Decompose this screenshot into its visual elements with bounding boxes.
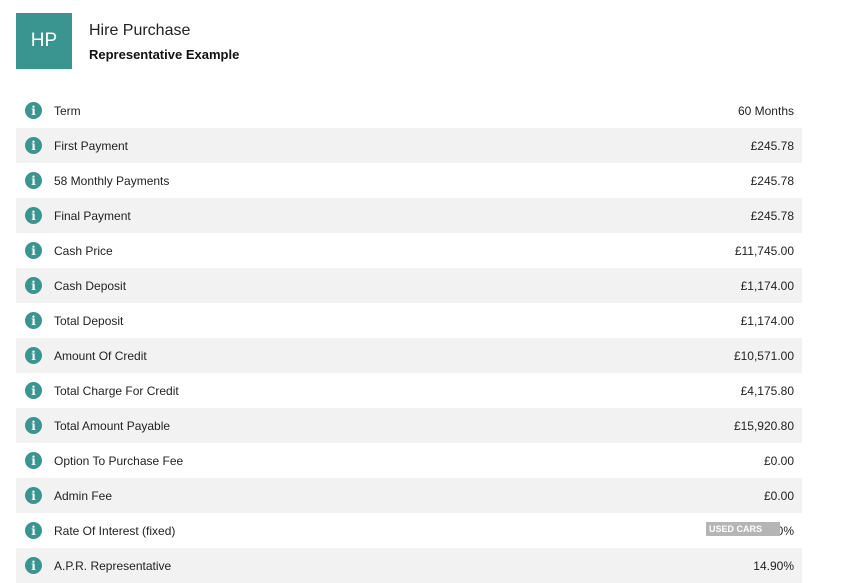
row-label: Option To Purchase Fee bbox=[54, 453, 184, 468]
page-title: Hire Purchase bbox=[89, 22, 191, 39]
row-value: £15,920.80 bbox=[733, 418, 794, 433]
row-value: £1,174.00 bbox=[740, 278, 794, 293]
info-icon[interactable]: i bbox=[25, 102, 42, 119]
row-value: 60 Months bbox=[737, 103, 794, 118]
watermark: USED CARS bbox=[706, 522, 780, 536]
row-value: £0.00 bbox=[763, 453, 794, 468]
table-row: i Admin Fee £0.00 bbox=[16, 478, 802, 513]
table-row: i A.P.R. Representative 14.90% bbox=[16, 548, 802, 583]
row-label: Total Deposit bbox=[54, 313, 124, 328]
info-icon[interactable]: i bbox=[25, 242, 42, 259]
row-label: 58 Monthly Payments bbox=[54, 173, 170, 188]
info-icon[interactable]: i bbox=[25, 347, 42, 364]
table-row: i Option To Purchase Fee £0.00 bbox=[16, 443, 802, 478]
row-label: Admin Fee bbox=[54, 488, 113, 503]
table-row: i Total Deposit £1,174.00 bbox=[16, 303, 802, 338]
row-label: First Payment bbox=[54, 138, 129, 153]
table-row: i Final Payment £245.78 bbox=[16, 198, 802, 233]
table-row: i Total Amount Payable £15,920.80 bbox=[16, 408, 802, 443]
page-subtitle: Representative Example bbox=[89, 47, 240, 62]
info-icon[interactable]: i bbox=[25, 137, 42, 154]
info-icon[interactable]: i bbox=[25, 172, 42, 189]
table-row: i 58 Monthly Payments £245.78 bbox=[16, 163, 802, 198]
row-value: £245.78 bbox=[750, 138, 794, 153]
row-value: £4,175.80 bbox=[740, 383, 794, 398]
row-value: £245.78 bbox=[750, 173, 794, 188]
row-label: Total Amount Payable bbox=[54, 418, 171, 433]
finance-table: i Term 60 Months i First Payment £245.78 i 58 M… bbox=[16, 93, 802, 583]
row-label: Cash Deposit bbox=[54, 278, 127, 293]
table-row: i Cash Deposit £1,174.00 bbox=[16, 268, 802, 303]
table-row: i Amount Of Credit £10,571.00 bbox=[16, 338, 802, 373]
table-row: i Term 60 Months bbox=[16, 93, 802, 128]
info-icon[interactable]: i bbox=[25, 557, 42, 574]
row-value: 14.90% bbox=[753, 558, 794, 573]
row-label: Final Payment bbox=[54, 208, 131, 223]
info-icon[interactable]: i bbox=[25, 382, 42, 399]
info-icon[interactable]: i bbox=[25, 277, 42, 294]
info-icon[interactable]: i bbox=[25, 522, 42, 539]
info-icon[interactable]: i bbox=[25, 452, 42, 469]
row-label: Rate Of Interest (fixed) bbox=[54, 523, 176, 538]
table-row: i First Payment £245.78 bbox=[16, 128, 802, 163]
hp-logo: HP bbox=[16, 13, 72, 69]
row-value: £0.00 bbox=[763, 488, 794, 503]
row-value: £11,745.00 bbox=[734, 243, 794, 258]
table-row: i Cash Price £11,745.00 bbox=[16, 233, 802, 268]
row-label: Cash Price bbox=[54, 243, 113, 258]
info-icon[interactable]: i bbox=[25, 312, 42, 329]
info-icon[interactable]: i bbox=[25, 417, 42, 434]
table-row: i Total Charge For Credit £4,175.80 bbox=[16, 373, 802, 408]
row-label: A.P.R. Representative bbox=[54, 558, 172, 573]
row-label: Term bbox=[54, 103, 81, 118]
row-label: Amount Of Credit bbox=[54, 348, 147, 363]
row-value: £1,174.00 bbox=[740, 313, 794, 328]
row-value: £10,571.00 bbox=[733, 348, 794, 363]
row-label: Total Charge For Credit bbox=[54, 383, 179, 398]
info-icon[interactable]: i bbox=[25, 487, 42, 504]
row-value: £245.78 bbox=[750, 208, 794, 223]
info-icon[interactable]: i bbox=[25, 207, 42, 224]
